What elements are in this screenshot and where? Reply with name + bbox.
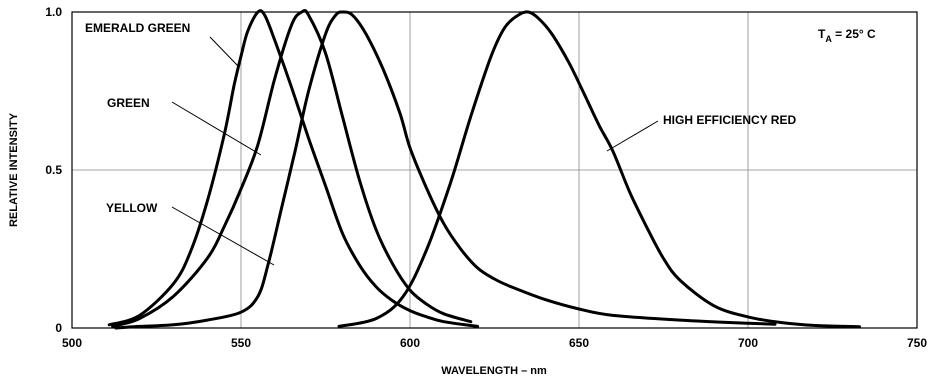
grid-lines (72, 12, 917, 328)
x-tick-label: 600 (400, 336, 420, 350)
series-line-yellow (114, 10, 777, 330)
leader-line-high-efficiency-red (606, 120, 659, 152)
temperature-condition: TA = 25° C (818, 27, 876, 44)
leader-line-yellow (171, 206, 275, 266)
series-line-high-efficiency-red (337, 10, 861, 329)
series-curves (107, 8, 861, 330)
annotation-emerald-green: EMERALD GREEN (85, 21, 190, 35)
temperature-value: = 25° C (832, 27, 876, 41)
annotation-green: GREEN (107, 96, 150, 110)
temperature-symbol: T (818, 27, 826, 41)
leader-line-emerald-green (209, 36, 239, 67)
annotation-high-efficiency-red: HIGH EFFICIENCY RED (663, 113, 796, 127)
x-axis-title: WAVELENGTH – nm (441, 365, 547, 377)
y-tick-label: 0 (55, 321, 62, 335)
y-axis-title: RELATIVE INTENSITY (8, 112, 20, 227)
y-tick-label: 1.0 (45, 5, 62, 19)
temperature-subscript: A (825, 34, 832, 44)
x-tick-label: 650 (569, 336, 589, 350)
x-tick-label: 500 (62, 336, 82, 350)
annotations: EMERALD GREEN GREEN YELLOW HIGH EFFICIENCY … (85, 21, 796, 215)
tick-labels: 500 550 600 650 700 750 0 0.5 1.0 (45, 5, 927, 350)
series-line-emerald-green (107, 9, 480, 328)
annotation-yellow: YELLOW (106, 201, 158, 215)
annotation-leaders (171, 36, 659, 266)
x-tick-label: 750 (907, 336, 927, 350)
plot-frame (71, 11, 918, 329)
y-tick-label: 0.5 (45, 163, 62, 177)
x-tick-label: 700 (738, 336, 758, 350)
x-tick-label: 550 (231, 336, 251, 350)
leader-line-green (171, 101, 262, 156)
